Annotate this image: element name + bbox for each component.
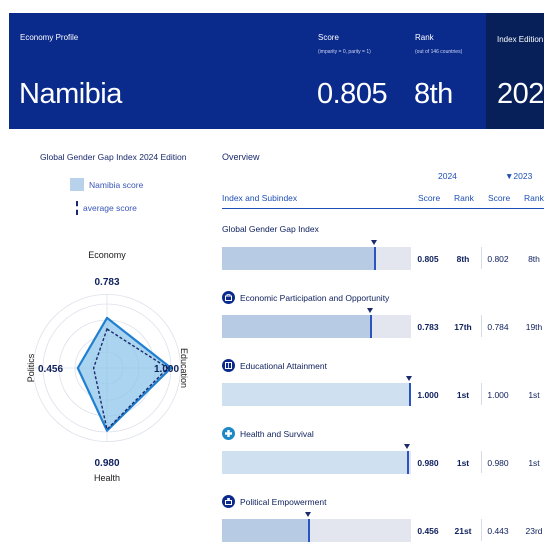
rank-2023: 23rd — [525, 526, 543, 536]
year-previous-label: ▼2023 — [505, 171, 533, 181]
score-marker — [305, 512, 312, 517]
column-score-prev: Score — [488, 193, 511, 203]
health-cross-icon — [222, 427, 235, 440]
column-separator — [481, 451, 482, 473]
column-rank: Rank — [454, 193, 474, 203]
radar-axis-economy: Economy — [88, 250, 126, 260]
briefcase-icon — [222, 291, 235, 304]
rank-2024: 8th — [456, 254, 470, 264]
score-bar-line — [409, 383, 411, 406]
rank-value: 8th — [414, 78, 453, 110]
row-label-health: Health and Survival — [240, 429, 314, 439]
legend-swatch-average — [76, 201, 78, 215]
score-2023: 1.000 — [487, 390, 509, 400]
score-2023: 0.443 — [487, 526, 509, 536]
rank-note: (out of 146 countries) — [415, 49, 463, 55]
radar-value-education: 1.000 — [154, 364, 179, 375]
column-separator — [481, 315, 482, 337]
legend-label-average: average score — [83, 203, 137, 213]
score-bar-fill — [222, 247, 375, 270]
score-2024: 0.980 — [417, 458, 439, 468]
ballot-icon — [222, 495, 235, 508]
rank-2023: 1st — [528, 458, 540, 468]
radar-value-economy: 0.783 — [94, 277, 119, 288]
radar-average-polygon — [92, 327, 169, 431]
row-label-education: Educational Attainment — [240, 361, 327, 371]
overview-title: Overview — [222, 152, 260, 162]
score-2023: 0.802 — [487, 254, 509, 264]
edition-label: Index Edition — [497, 35, 544, 44]
row-label-ggg-index: Global Gender Gap Index — [222, 224, 319, 234]
profile-label: Economy Profile — [20, 33, 79, 42]
score-bar-fill — [222, 451, 408, 474]
edition-panel — [486, 13, 544, 129]
score-note: (imparity = 0, parity = 1) — [318, 49, 371, 55]
score-2024: 1.000 — [417, 390, 439, 400]
rank-2023: 19th — [525, 322, 543, 332]
legend-swatch-namibia — [70, 178, 84, 191]
score-2023: 0.980 — [487, 458, 509, 468]
rank-2023: 8th — [528, 254, 540, 264]
score-bar-fill — [222, 519, 309, 542]
column-separator — [481, 247, 482, 269]
legend-title: Global Gender Gap Index 2024 Edition — [40, 152, 187, 162]
score-bar — [222, 451, 411, 474]
book-icon — [222, 359, 235, 372]
score-marker — [366, 308, 373, 313]
score-2024: 0.456 — [417, 526, 439, 536]
radar-axis-education: Education — [179, 348, 189, 388]
legend-label-namibia: Namibia score — [89, 180, 144, 190]
rank-2023: 1st — [528, 390, 540, 400]
radar-value-health: 0.980 — [94, 458, 119, 469]
score-label: Score — [318, 33, 339, 42]
rank-2024: 1st — [456, 390, 470, 400]
rank-2024: 21st — [454, 526, 472, 536]
radar-chart: Economy 0.783 Education 1.000 Health 0.9… — [26, 250, 189, 483]
score-bar — [222, 247, 411, 270]
row-label-economic: Economic Participation and Opportunity — [240, 293, 390, 303]
radar-axis-health: Health — [94, 473, 120, 483]
score-2023: 0.784 — [487, 322, 509, 332]
score-value: 0.805 — [317, 78, 388, 110]
country-name: Namibia — [19, 78, 122, 110]
column-rank-prev: Rank — [524, 193, 544, 203]
rank-label: Rank — [415, 33, 434, 42]
column-index: Index and Subindex — [222, 193, 298, 203]
score-marker — [371, 240, 378, 245]
radar-value-politics: 0.456 — [38, 364, 63, 375]
score-marker — [404, 444, 411, 449]
score-bar-line — [407, 451, 410, 474]
column-score: Score — [418, 193, 441, 203]
score-marker — [406, 376, 412, 381]
year-current-label: 2024 — [438, 171, 457, 181]
row-label-political: Political Empowerment — [240, 497, 327, 507]
column-separator — [481, 383, 482, 405]
score-bar-fill — [222, 315, 370, 338]
score-bar — [222, 383, 411, 406]
score-bar-fill — [222, 383, 411, 406]
column-separator — [481, 519, 482, 541]
header-divider — [222, 208, 544, 209]
edition-value: 2024 — [497, 78, 554, 110]
rank-2024: 1st — [456, 458, 470, 468]
radar-axis-politics: Politics — [26, 353, 36, 382]
rank-2024: 17th — [454, 322, 472, 332]
score-bar — [222, 519, 411, 542]
score-bar — [222, 315, 411, 338]
score-2024: 0.783 — [417, 322, 439, 332]
score-bar-line — [308, 519, 311, 542]
score-2024: 0.805 — [417, 254, 439, 264]
header-banner — [9, 13, 544, 129]
score-bar-line — [374, 247, 377, 270]
score-bar-line — [369, 315, 372, 338]
